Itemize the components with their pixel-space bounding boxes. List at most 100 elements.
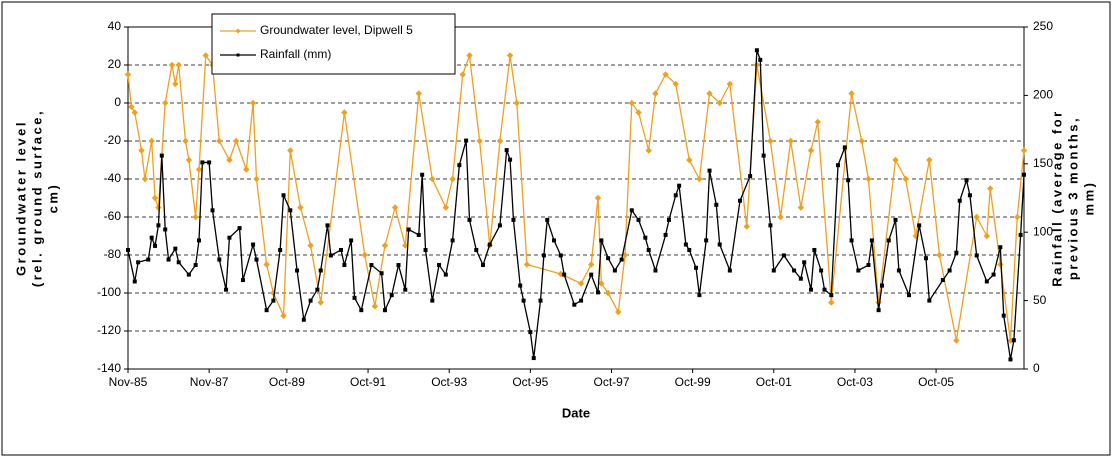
x-tick-label: Oct-95 xyxy=(512,375,548,389)
point xyxy=(819,268,824,273)
point xyxy=(848,90,855,97)
point xyxy=(687,247,692,252)
point xyxy=(704,238,709,243)
point xyxy=(315,287,320,292)
y2-tick-label: 0 xyxy=(1033,361,1040,375)
point xyxy=(420,172,425,177)
point xyxy=(604,289,612,297)
point xyxy=(132,279,137,284)
point xyxy=(513,99,521,107)
point xyxy=(822,287,827,292)
point xyxy=(176,260,181,265)
point xyxy=(866,263,871,268)
point xyxy=(771,268,776,273)
y2-tick-label: 150 xyxy=(1033,156,1053,170)
point xyxy=(459,71,466,78)
point xyxy=(683,242,688,247)
y-axis-title: cm) xyxy=(45,183,60,214)
point xyxy=(457,163,462,168)
point xyxy=(652,90,659,97)
point xyxy=(281,193,286,198)
point xyxy=(666,217,671,222)
point xyxy=(464,138,469,143)
point xyxy=(767,137,774,145)
point xyxy=(629,208,634,213)
point xyxy=(1022,172,1026,177)
point xyxy=(663,232,668,237)
point xyxy=(318,268,323,273)
point xyxy=(673,193,678,198)
point xyxy=(308,298,313,303)
point xyxy=(518,283,523,288)
point xyxy=(940,278,945,283)
legend-label: Groundwater level, Dipwell 5 xyxy=(260,23,413,37)
y-tick-label: -100 xyxy=(97,285,121,299)
point xyxy=(159,153,164,158)
point xyxy=(588,261,595,268)
point xyxy=(207,160,212,165)
point xyxy=(936,251,943,259)
point xyxy=(869,238,874,243)
point xyxy=(538,298,543,303)
point xyxy=(175,61,182,69)
point xyxy=(325,223,330,228)
point xyxy=(497,223,502,228)
point xyxy=(253,175,260,183)
x-tick-label: Nov-87 xyxy=(190,375,229,389)
point xyxy=(240,278,245,283)
point xyxy=(973,213,980,221)
point xyxy=(396,263,401,268)
point xyxy=(902,175,909,183)
y-tick-label: 20 xyxy=(108,57,122,71)
point xyxy=(166,257,171,262)
point xyxy=(598,280,605,287)
point xyxy=(138,147,145,154)
point xyxy=(232,137,240,145)
point xyxy=(466,52,473,59)
point xyxy=(295,268,300,273)
point xyxy=(359,308,364,313)
point xyxy=(984,279,989,284)
y-tick-label: 40 xyxy=(108,19,122,33)
point xyxy=(636,217,641,222)
point xyxy=(521,298,526,303)
plot-area xyxy=(127,26,1025,370)
x-tick-label: Oct-01 xyxy=(756,375,792,389)
point xyxy=(185,156,193,164)
point xyxy=(606,256,611,261)
point xyxy=(953,337,960,344)
y-axis-title: (rel. ground surface, xyxy=(29,109,44,287)
y-tick-label: 0 xyxy=(114,95,121,109)
point xyxy=(697,293,702,298)
point xyxy=(339,247,344,252)
point xyxy=(727,268,732,273)
legend-marker xyxy=(236,53,240,57)
point xyxy=(986,185,994,192)
x-tick-label: Oct-05 xyxy=(918,375,954,389)
point xyxy=(126,247,130,252)
x-axis-title: Date xyxy=(562,405,590,420)
point xyxy=(168,61,176,69)
point xyxy=(496,137,504,145)
y2-axis-title: mm) xyxy=(1081,181,1096,216)
x-tick-label: Oct-93 xyxy=(431,375,467,389)
point xyxy=(927,298,932,303)
point xyxy=(153,243,158,248)
point xyxy=(369,263,374,268)
x-tick-label: Oct-99 xyxy=(675,375,711,389)
point xyxy=(743,223,750,230)
point xyxy=(531,356,536,361)
point xyxy=(128,103,135,111)
point xyxy=(443,272,448,277)
point xyxy=(686,156,693,164)
point xyxy=(511,217,516,222)
point xyxy=(808,287,813,292)
point xyxy=(278,247,283,252)
point xyxy=(506,52,514,59)
point xyxy=(754,48,759,53)
point xyxy=(923,256,928,261)
point xyxy=(423,247,428,252)
point xyxy=(403,287,408,292)
point xyxy=(148,137,155,145)
point xyxy=(842,145,847,150)
